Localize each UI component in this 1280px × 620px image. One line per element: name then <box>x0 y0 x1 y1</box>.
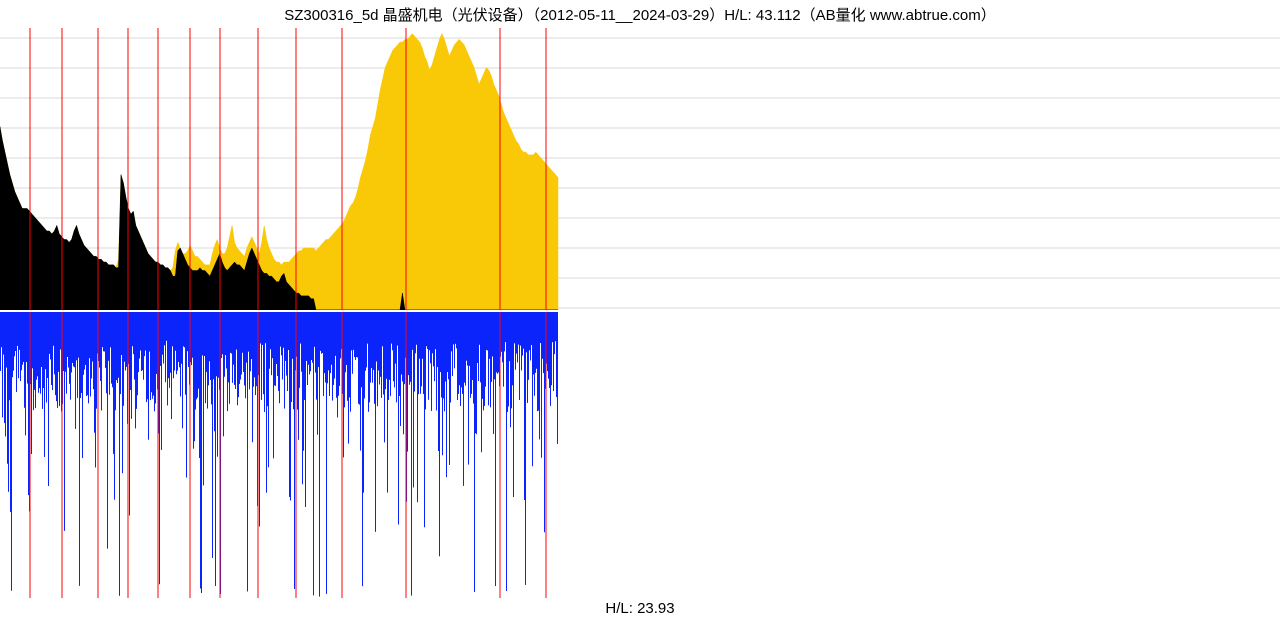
upper-chart <box>0 28 1280 310</box>
chart-title: SZ300316_5d 晶盛机电（光伏设备）（2012-05-11__2024-… <box>0 4 1280 25</box>
chart-footer: H/L: 23.93 <box>0 600 1280 617</box>
lower-chart <box>0 312 1280 598</box>
